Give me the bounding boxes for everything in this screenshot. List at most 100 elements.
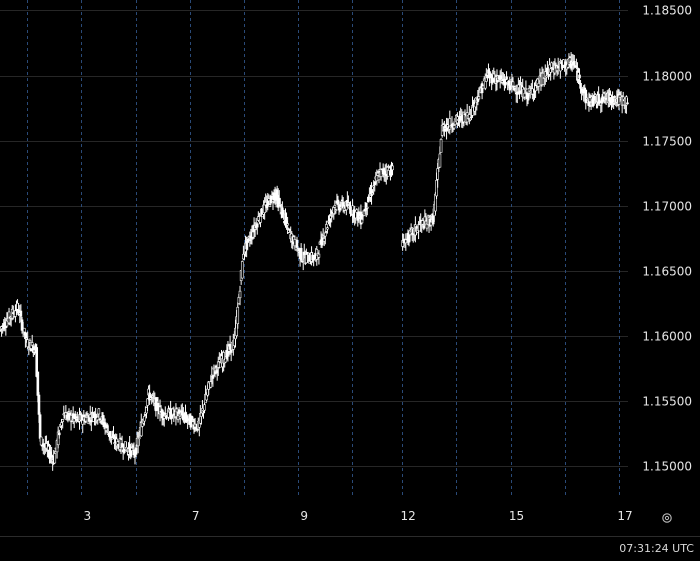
candle-body [294,249,298,251]
y-axis: 1.18500 1.18000 1.17500 1.17000 1.16500 1.160… [642,4,692,474]
candle-body [238,290,242,299]
candle-body [488,75,491,79]
candle-body [439,139,443,153]
candle-body [214,365,218,368]
candle-body [178,416,182,419]
candle-body [143,416,146,422]
x-tick-label: 9 [300,509,308,523]
candle-body [334,209,338,211]
candle-body [326,227,329,230]
candle-body [164,413,167,415]
candle-body [130,447,134,451]
candle-body [626,102,629,105]
candle-body [355,209,359,213]
candle-body [481,85,485,89]
candle-body [203,404,206,411]
candle-body [212,367,216,370]
candle-body [435,179,438,197]
candle-body [29,348,33,352]
candle-body [57,432,61,436]
candle-body [137,437,141,440]
candle-body [53,453,57,464]
candle-body [429,221,433,226]
chart-canvas[interactable]: 1.18500 1.18000 1.17500 1.17000 1.16500 1.160… [0,0,700,536]
candle-body [286,223,289,226]
candle-body [323,232,327,237]
candle-body [211,375,215,379]
candle-body [511,81,515,87]
x-tick-label: 7 [192,509,200,523]
candle-body [61,419,64,422]
x-tick-label: 12 [400,509,415,523]
candle-body [299,247,303,261]
y-tick-label: 1.16000 [642,330,692,344]
grid-layer [0,10,628,467]
candle-body [438,153,442,168]
candle-body [36,371,40,396]
y-tick-label: 1.18000 [642,70,692,84]
candle-body [365,207,369,209]
x-axis: 3 7 9 12 15 17 [84,509,633,523]
candle-body [30,342,34,346]
candle-body [39,436,43,446]
candle-body [209,381,213,388]
candle-body [545,75,548,78]
candle-body [613,96,617,98]
candle-body [339,206,343,209]
candle-body [375,175,379,182]
candle-body [240,261,244,279]
y-tick-label: 1.17500 [642,135,692,149]
candle-body [255,223,259,228]
candle-body [76,416,79,418]
candle-body [97,408,101,415]
candle-body [505,76,508,80]
candle-body [578,74,581,79]
candle-body [528,90,532,93]
candle-body [259,216,262,223]
candle-body [477,96,481,100]
candle-body [37,394,41,415]
candle-body [573,60,576,66]
candle-body [19,310,23,317]
candle-body [534,85,537,92]
candle-body [364,202,368,211]
candle-body [333,205,337,208]
y-tick-label: 1.15000 [642,460,692,474]
candle-body [268,204,272,207]
y-tick-label: 1.17000 [642,200,692,214]
x-tick-label: 3 [84,509,92,523]
utc-clock: 07:31:24 UTC [619,542,694,555]
candle-body [306,251,309,254]
candle-body [38,414,42,439]
candle-body [448,118,452,130]
candle-body [109,431,112,439]
day-separators [27,0,620,496]
candle-body [360,219,364,224]
candle-body [317,253,321,258]
y-tick-label: 1.15500 [642,395,692,409]
candle-body [134,447,138,455]
candle-body [267,198,271,202]
candle-body [391,165,394,171]
candle-body [293,239,297,247]
candle-body [73,413,77,420]
candle-body [28,340,32,343]
status-bar: 07:31:24 UTC [0,536,700,561]
x-tick-label: 15 [509,509,524,523]
candle-body [81,420,85,425]
candle-series [0,52,629,471]
candle-body [579,83,582,89]
candle-body [176,415,180,420]
candle-body [594,94,597,97]
candle-body [504,82,507,86]
candle-body [537,83,541,87]
candle-body [585,97,589,100]
candle-body [524,88,528,90]
y-tick-label: 1.18500 [642,4,692,18]
candle-body [526,94,530,101]
candle-body [452,125,456,129]
y-tick-label: 1.16500 [642,265,692,279]
candle-body [84,417,88,422]
settings-icon[interactable] [660,510,674,524]
